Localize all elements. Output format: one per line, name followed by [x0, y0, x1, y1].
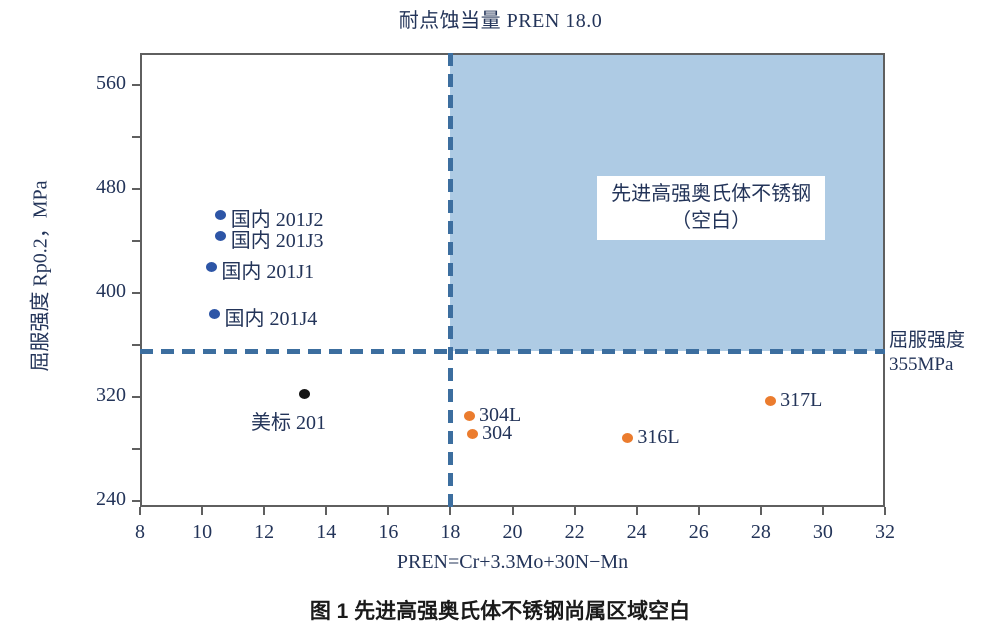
x-tick-label: 28	[750, 521, 771, 543]
x-tick-label: 24	[626, 521, 647, 543]
point-label: 美标 201	[251, 412, 327, 435]
y-tick	[132, 395, 140, 398]
point-label: 国内 201J4	[224, 307, 318, 330]
yield-annotation-line2: 355MPa	[889, 353, 954, 375]
x-tick	[759, 507, 762, 515]
data-point	[764, 395, 776, 406]
chart-title: 耐点蚀当量 PREN 18.0	[398, 10, 603, 32]
highlight-region: 先进高强奥氏体不锈钢 （空白）	[450, 53, 885, 352]
x-tick-label: 26	[688, 521, 709, 543]
y-tick-label: 480	[96, 176, 126, 199]
x-tick	[511, 507, 514, 515]
yield-threshold-annotation: 屈服强度 355MPa	[889, 329, 965, 375]
x-tick-label: 8	[135, 521, 145, 543]
point-label: 317L	[780, 388, 823, 411]
data-point	[299, 389, 311, 400]
point-label: 国内 201J1	[221, 261, 315, 284]
x-tick	[573, 507, 576, 515]
point-label: 国内 201J2	[230, 209, 324, 232]
data-point	[621, 433, 633, 444]
y-tick	[132, 291, 140, 294]
x-tick-label: 22	[564, 521, 585, 543]
y-minor-tick	[132, 136, 140, 139]
data-point	[463, 411, 475, 422]
region-label-line1: 先进高强奥氏体不锈钢	[611, 183, 812, 206]
y-tick-label: 240	[96, 487, 126, 510]
y-tick-label: 320	[96, 383, 126, 406]
x-tick	[139, 507, 141, 515]
x-tick	[697, 507, 700, 515]
y-tick	[132, 499, 140, 502]
x-tick-label: 14	[316, 521, 337, 543]
x-axis-label: PREN=Cr+3.3Mo+30N−Mn	[396, 551, 629, 573]
x-tick	[387, 507, 390, 515]
x-tick-label: 12	[254, 521, 275, 543]
yield-threshold-line	[140, 348, 885, 354]
x-tick-label: 30	[812, 521, 833, 543]
x-tick-label: 10	[192, 521, 213, 543]
region-label: 先进高强奥氏体不锈钢 （空白）	[597, 176, 826, 241]
data-point	[466, 429, 478, 440]
y-minor-tick	[132, 240, 140, 243]
point-label: 304	[482, 422, 513, 445]
x-tick	[201, 507, 204, 515]
y-minor-tick	[132, 343, 140, 346]
y-tick	[132, 84, 140, 87]
y-tick	[132, 188, 140, 191]
yield-annotation-line1: 屈服强度	[889, 330, 966, 352]
point-label: 国内 201J3	[230, 229, 324, 252]
data-point	[205, 262, 217, 273]
x-tick-label: 20	[502, 521, 523, 543]
figure-caption: 图 1 先进高强奥氏体不锈钢尚属区域空白	[309, 600, 691, 623]
x-tick	[263, 507, 266, 515]
data-point	[209, 308, 220, 319]
y-axis-label: 屈服强度 Rp0.2，MPa	[29, 180, 52, 372]
data-point	[215, 210, 227, 221]
y-tick-label: 400	[96, 279, 126, 302]
plot-area: 先进高强奥氏体不锈钢 （空白） 8 10 12 14 16 18 20 22 24 26 28 30 3…	[96, 53, 895, 543]
y-tick-label: 560	[96, 72, 126, 95]
x-tick	[325, 507, 328, 515]
x-tick-label: 32	[875, 521, 895, 543]
pren-threshold-line	[447, 53, 453, 507]
x-tick-label: 16	[378, 521, 399, 543]
x-tick	[635, 507, 638, 515]
y-minor-tick	[132, 447, 140, 450]
point-label: 316L	[637, 426, 680, 449]
x-tick	[449, 507, 452, 515]
x-tick-label: 18	[440, 521, 461, 543]
data-point	[215, 230, 227, 241]
x-tick	[821, 507, 824, 515]
point-label: 304L	[479, 404, 522, 427]
region-label-line2: （空白）	[671, 210, 752, 233]
x-tick	[884, 507, 886, 515]
